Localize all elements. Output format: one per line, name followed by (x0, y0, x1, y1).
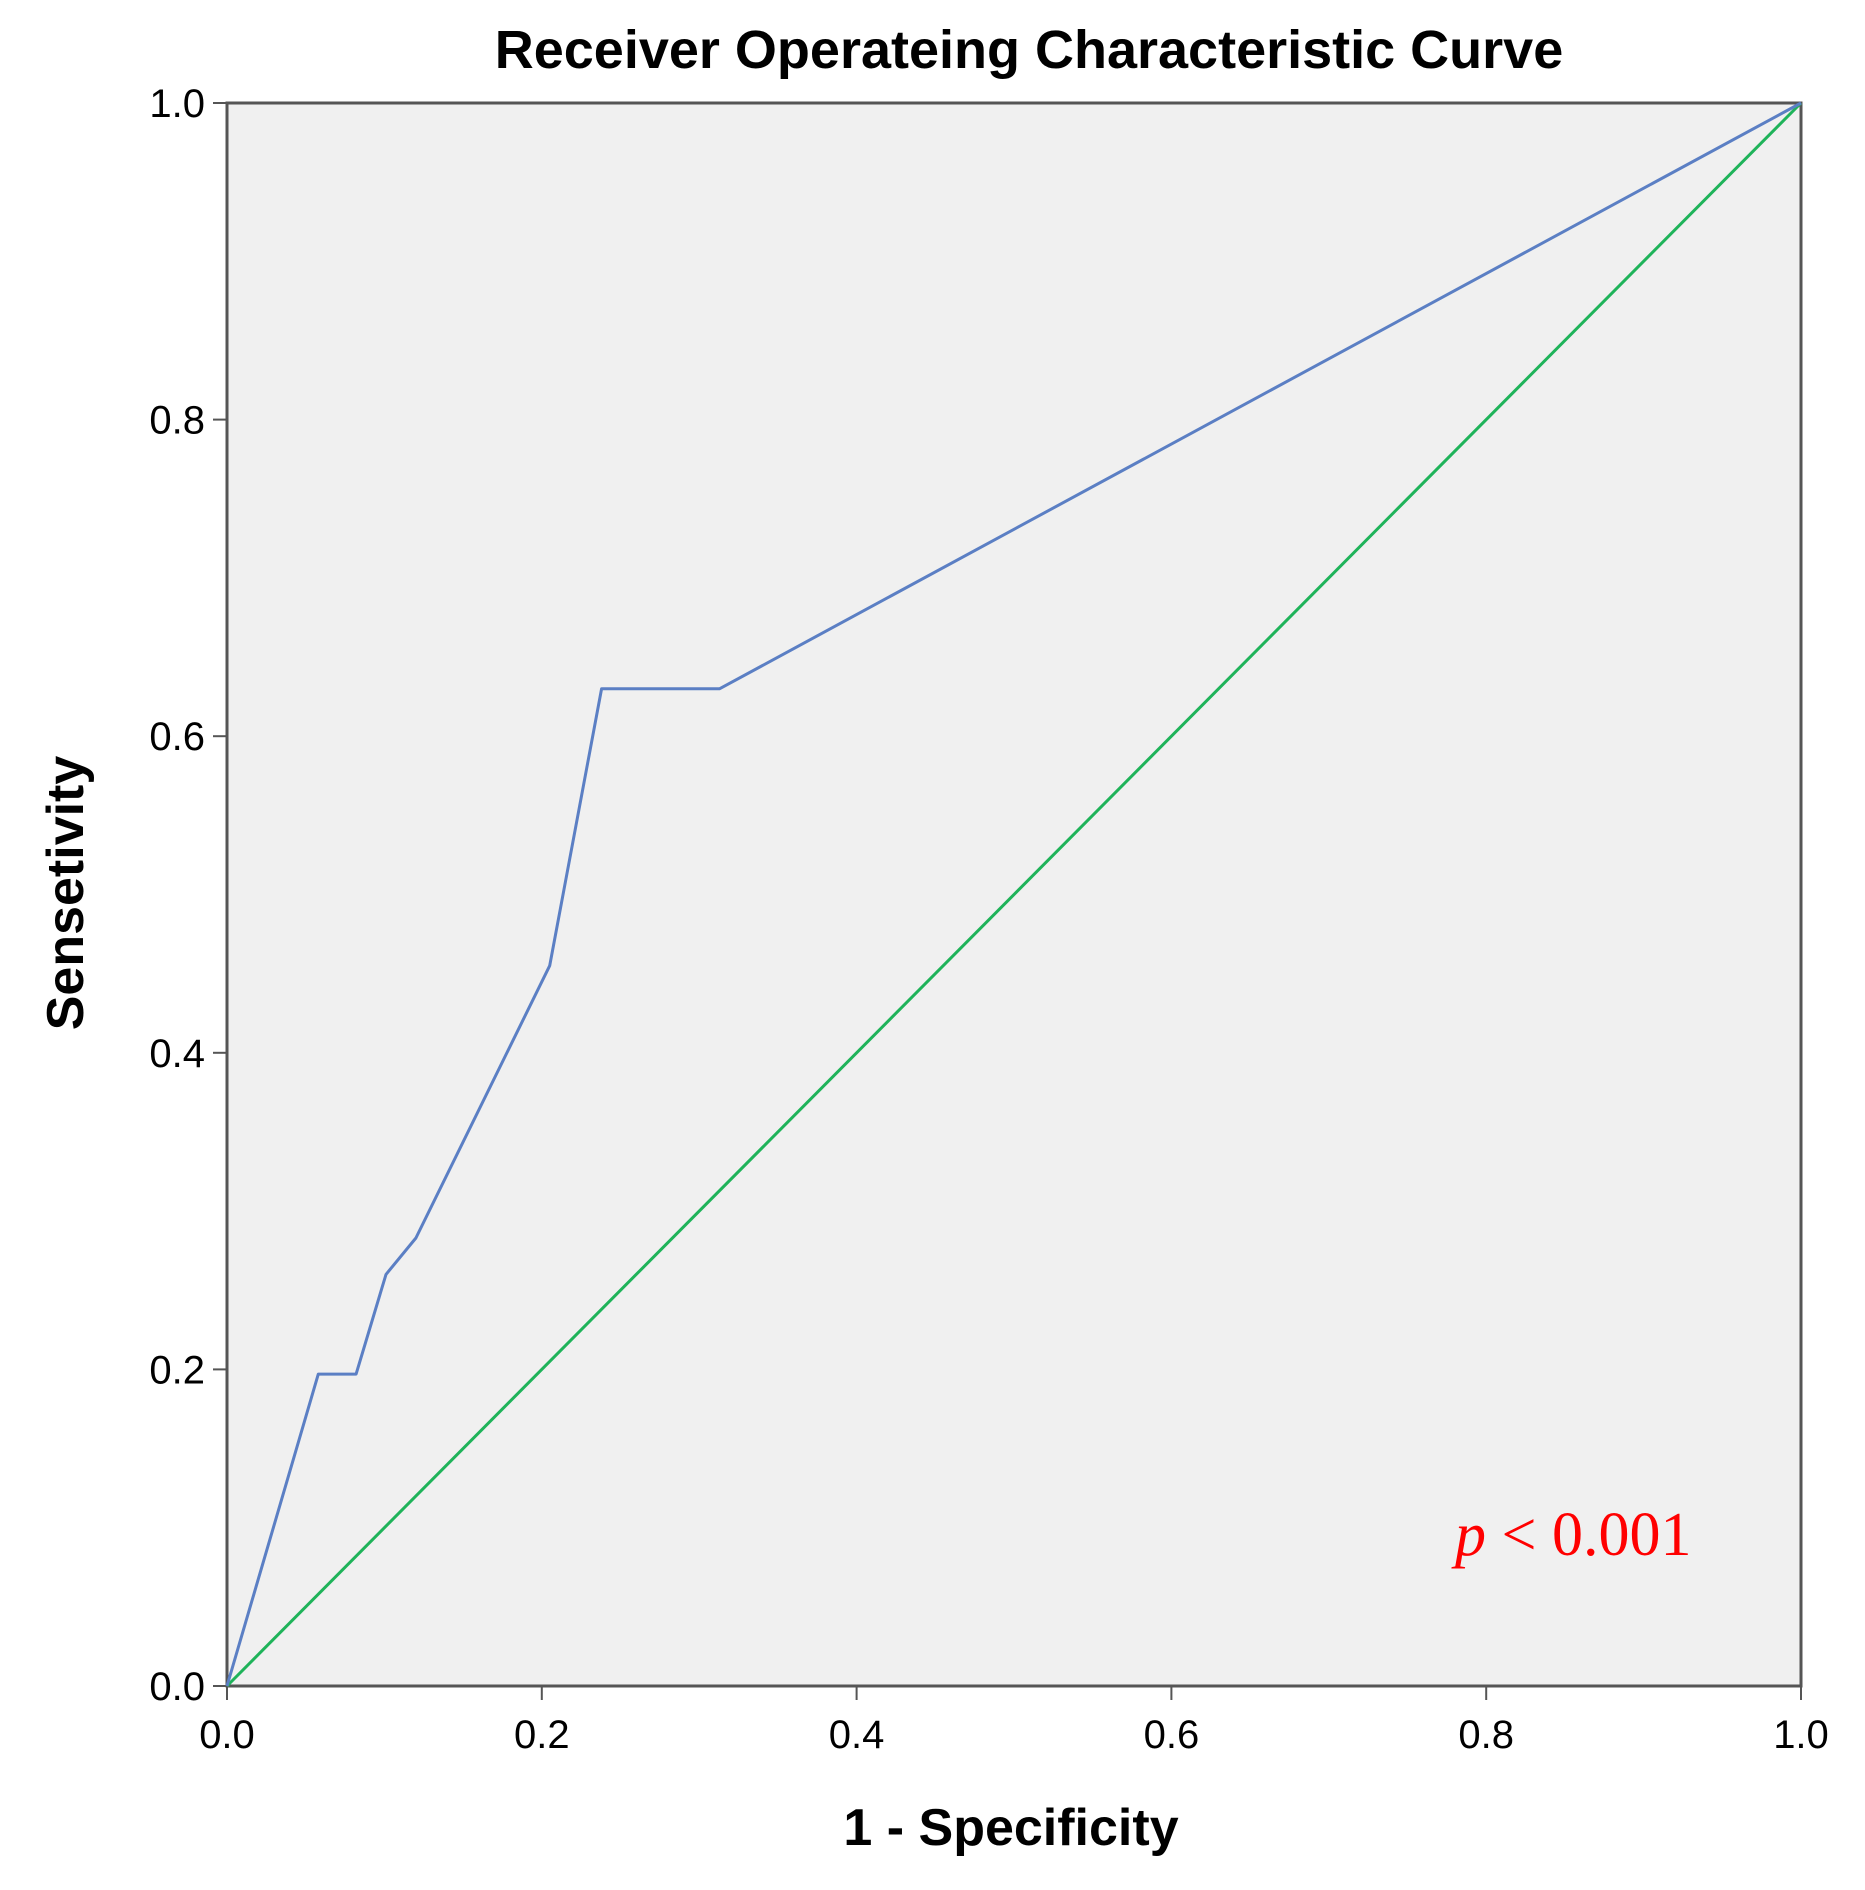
y-tick-label: 0.2 (149, 1348, 205, 1392)
y-tick-label: 0.4 (149, 1032, 205, 1076)
p-value-annotation: p < 0.001 (1451, 1501, 1691, 1569)
p-value-text: < 0.001 (1486, 1501, 1691, 1569)
x-axis-ticks: 0.0 0.2 0.4 0.6 0.8 1.0 (199, 1686, 1829, 1757)
x-tick-label: 0.0 (199, 1713, 255, 1757)
y-tick-label: 0.8 (149, 399, 205, 443)
y-tick-label: 1.0 (149, 82, 205, 126)
reference-line-line (225, 101, 1803, 1688)
chart-title: Receiver Operateing Characteristic Curve (495, 20, 1563, 80)
x-axis-label: 1 - Specificity (843, 1799, 1178, 1857)
x-tick-label: 0.6 (1144, 1713, 1200, 1757)
y-tick-label: 0.6 (149, 715, 205, 759)
x-tick-label: 0.8 (1458, 1713, 1514, 1757)
y-tick-label: 0.0 (149, 1665, 205, 1709)
p-value-symbol: p (1451, 1501, 1486, 1569)
series-layer (225, 101, 1803, 1688)
roc-curve-line (225, 101, 1802, 1687)
x-tick-label: 1.0 (1773, 1713, 1829, 1757)
x-tick-label: 0.2 (514, 1713, 570, 1757)
y-axis-ticks: 0.0 0.2 0.4 0.6 0.8 1.0 (149, 82, 227, 1709)
y-axis-label: Sensetivity (37, 756, 95, 1031)
x-tick-label: 0.4 (829, 1713, 885, 1757)
